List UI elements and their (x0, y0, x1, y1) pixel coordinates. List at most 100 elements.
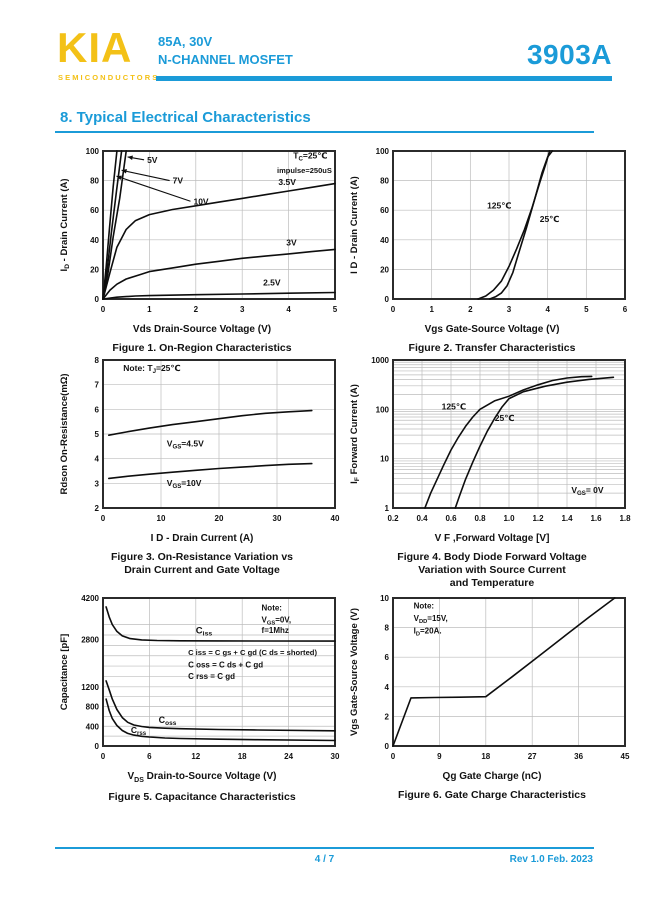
svg-text:30: 30 (331, 752, 340, 761)
svg-text:VGS=0V,: VGS=0V, (262, 615, 292, 626)
figure5-caption: Figure 5. Capacitance Characteristics (108, 791, 296, 803)
svg-text:4200: 4200 (81, 594, 99, 603)
figure1-on-region-chart: 0 1 2 3 4 5 0 20 40 60 80 100 ID - Drain Current (A)… (59, 147, 338, 314)
svg-text:VGS=4.5V: VGS=4.5V (167, 438, 204, 450)
figure-3-block: 0 10 20 30 40 2 3 4 5 6 7 8 Rdson On-Resistance(mΩ) N… (57, 352, 347, 577)
svg-text:1.0: 1.0 (503, 514, 515, 523)
svg-text:25℃: 25℃ (495, 413, 515, 423)
svg-text:Note:: Note: (262, 603, 282, 612)
svg-text:0.8: 0.8 (474, 514, 486, 523)
svg-text:8: 8 (95, 356, 100, 365)
device-summary: 85A, 30V N-CHANNEL MOSFET (158, 33, 293, 69)
svg-text:impulse=250uS: impulse=250uS (277, 166, 332, 175)
svg-text:0: 0 (385, 295, 390, 304)
svg-text:25℃: 25℃ (540, 214, 560, 224)
kia-logo: KIA (57, 24, 133, 71)
svg-text:1.4: 1.4 (561, 514, 573, 523)
figure3-caption: Figure 3. On-Resistance Variation vs Dra… (110, 551, 294, 577)
svg-text:10: 10 (380, 594, 389, 603)
svg-text:I D - Drain Current (A): I D - Drain Current (A) (349, 176, 360, 274)
svg-text:C iss = C gs + C gd (C ds = sh: C iss = C gs + C gd (C ds = shorted) (188, 648, 317, 657)
svg-text:5V: 5V (147, 155, 158, 165)
svg-text:2: 2 (194, 305, 199, 314)
svg-text:VDD=15V,: VDD=15V, (414, 614, 448, 625)
figure-1-block: 0 1 2 3 4 5 0 20 40 60 80 100 ID - Drain Current (A)… (57, 143, 347, 355)
svg-text:6: 6 (623, 305, 628, 314)
svg-text:1.8: 1.8 (619, 514, 631, 523)
svg-text:125℃: 125℃ (487, 201, 511, 211)
svg-text:2: 2 (385, 712, 390, 721)
svg-text:2800: 2800 (81, 635, 99, 644)
svg-text:7: 7 (95, 381, 100, 390)
svg-text:Note: TJ=25℃: Note: TJ=25℃ (123, 363, 180, 375)
svg-text:0: 0 (95, 742, 100, 751)
part-number: 3903A (526, 39, 612, 70)
svg-text:Ciss: Ciss (196, 626, 213, 638)
svg-text:7V: 7V (173, 176, 184, 186)
figure1-x-axis-label: Vds Drain-Source Voltage (V) (132, 324, 272, 335)
figure6-gate-charge-chart: 0 9 18 27 36 45 0 2 4 6 8 10 Vgs Gate-Source Voltage… (349, 594, 630, 761)
svg-text:36: 36 (574, 752, 583, 761)
svg-text:20: 20 (90, 265, 99, 274)
svg-text:12: 12 (191, 752, 200, 761)
svg-text:100: 100 (376, 405, 390, 414)
figure-5-block: 0 6 12 18 24 30 0 400 800 1200 2800 4200 Capacitance… (57, 590, 347, 804)
svg-text:1200: 1200 (81, 683, 99, 692)
svg-text:4: 4 (286, 305, 291, 314)
svg-text:20: 20 (215, 514, 224, 523)
svg-text:0: 0 (101, 752, 106, 761)
svg-text:ID=20A.: ID=20A. (414, 627, 442, 638)
svg-text:6: 6 (95, 405, 100, 414)
svg-text:80: 80 (380, 177, 389, 186)
figure5-capacitance-chart: 0 6 12 18 24 30 0 400 800 1200 2800 4200 Capacitance… (59, 594, 340, 761)
svg-text:Crss: Crss (131, 725, 147, 737)
svg-text:100: 100 (376, 147, 390, 156)
figure2-caption: Figure 2. Transfer Characteristics (408, 342, 576, 354)
svg-text:C oss = C ds + C gd: C oss = C ds + C gd (188, 660, 263, 669)
svg-text:40: 40 (331, 514, 340, 523)
svg-text:2: 2 (95, 504, 100, 513)
figure3-x-axis-label: I D - Drain Current (A) (150, 533, 254, 544)
figure-6-block: 0 9 18 27 36 45 0 2 4 6 8 10 Vgs Gate-Source Voltage… (347, 590, 637, 802)
svg-text:3: 3 (507, 305, 512, 314)
figure6-x-axis-label: Qg Gate Charge (nC) (442, 771, 542, 782)
svg-text:3: 3 (240, 305, 245, 314)
svg-text:1000: 1000 (371, 356, 389, 365)
svg-text:8: 8 (385, 624, 390, 633)
svg-text:Capacitance [pF]: Capacitance [pF] (59, 634, 70, 711)
svg-text:6: 6 (147, 752, 152, 761)
svg-text:0.6: 0.6 (445, 514, 457, 523)
svg-text:Rdson On-Resistance(mΩ): Rdson On-Resistance(mΩ) (59, 373, 70, 494)
footer-divider (55, 847, 594, 849)
figure2-x-axis-label: Vgs Gate-Source Voltage (V) (424, 324, 560, 335)
svg-text:0: 0 (391, 305, 396, 314)
svg-text:45: 45 (621, 752, 630, 761)
figure4-x-axis-label: V F ,Forward Voltage [V] (434, 533, 550, 544)
figure3-on-resistance-chart: 0 10 20 30 40 2 3 4 5 6 7 8 Rdson On-Resistance(mΩ) N… (59, 356, 340, 523)
svg-text:Coss: Coss (159, 715, 177, 727)
svg-text:18: 18 (481, 752, 490, 761)
svg-text:100: 100 (86, 147, 100, 156)
revision-label: Rev 1.0 Feb. 2023 (509, 854, 593, 865)
svg-text:125℃: 125℃ (442, 401, 466, 411)
svg-text:4: 4 (545, 305, 550, 314)
svg-text:20: 20 (380, 265, 389, 274)
svg-text:ID - Drain Current (A): ID - Drain Current (A) (59, 178, 71, 271)
svg-text:10: 10 (157, 514, 166, 523)
svg-text:400: 400 (86, 722, 100, 731)
svg-text:IF Forward Current (A): IF Forward Current (A) (349, 384, 361, 484)
svg-text:VGS= 0V: VGS= 0V (571, 485, 604, 497)
svg-text:Note:: Note: (414, 601, 434, 610)
svg-text:4: 4 (385, 683, 390, 692)
svg-text:0.2: 0.2 (387, 514, 399, 523)
svg-text:1: 1 (429, 305, 434, 314)
svg-text:VGS=10V: VGS=10V (167, 478, 202, 490)
svg-text:Vgs Gate-Source Voltage (V): Vgs Gate-Source Voltage (V) (349, 608, 360, 736)
svg-text:0: 0 (101, 514, 106, 523)
svg-text:3.5V: 3.5V (278, 177, 296, 187)
svg-text:80: 80 (90, 177, 99, 186)
svg-text:30: 30 (273, 514, 282, 523)
svg-text:3: 3 (95, 479, 100, 488)
page-number: 4 / 7 (314, 854, 335, 865)
